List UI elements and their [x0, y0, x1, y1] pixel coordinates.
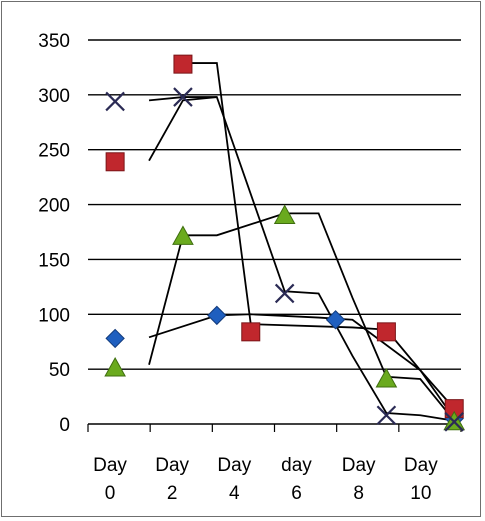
data-point-square [376, 322, 396, 342]
y-tick-label: 300 [38, 86, 70, 107]
y-tick-label: 350 [38, 31, 70, 52]
y-tick-label: 200 [38, 196, 70, 217]
data-point-x [274, 283, 295, 304]
data-point-x [376, 405, 397, 426]
x-tick-label: Day 0 [93, 455, 127, 504]
y-tick-label: 250 [38, 141, 70, 162]
data-point-diamond [105, 328, 125, 349]
data-point-triangle [104, 357, 126, 377]
data-point-diamond [207, 305, 227, 326]
data-point-diamond [325, 310, 346, 330]
data-point-x [173, 87, 193, 107]
x-tick-label: Day 8 [342, 455, 376, 504]
y-tick-label: 100 [38, 305, 70, 326]
x-tick-label: Day 2 [155, 455, 189, 504]
trendline [148, 212, 455, 422]
data-point-square [105, 152, 125, 172]
y-tick-label: 150 [38, 250, 70, 271]
data-point-square [173, 54, 193, 74]
y-tick-label: 50 [49, 360, 70, 381]
data-point-x [444, 412, 464, 432]
data-point-triangle [172, 225, 194, 245]
x-tick-label: day 6 [281, 455, 312, 504]
x-tick-label: Day 10 [404, 455, 438, 504]
x-tick-label: Day 4 [217, 455, 251, 504]
trendline [148, 313, 455, 420]
data-point-square [241, 322, 261, 342]
trendline [148, 96, 455, 422]
data-point-triangle [273, 204, 296, 225]
data-point-x [105, 91, 125, 112]
data-point-triangle [375, 367, 398, 388]
y-tick-label: 0 [59, 415, 70, 436]
trendline [182, 62, 455, 410]
